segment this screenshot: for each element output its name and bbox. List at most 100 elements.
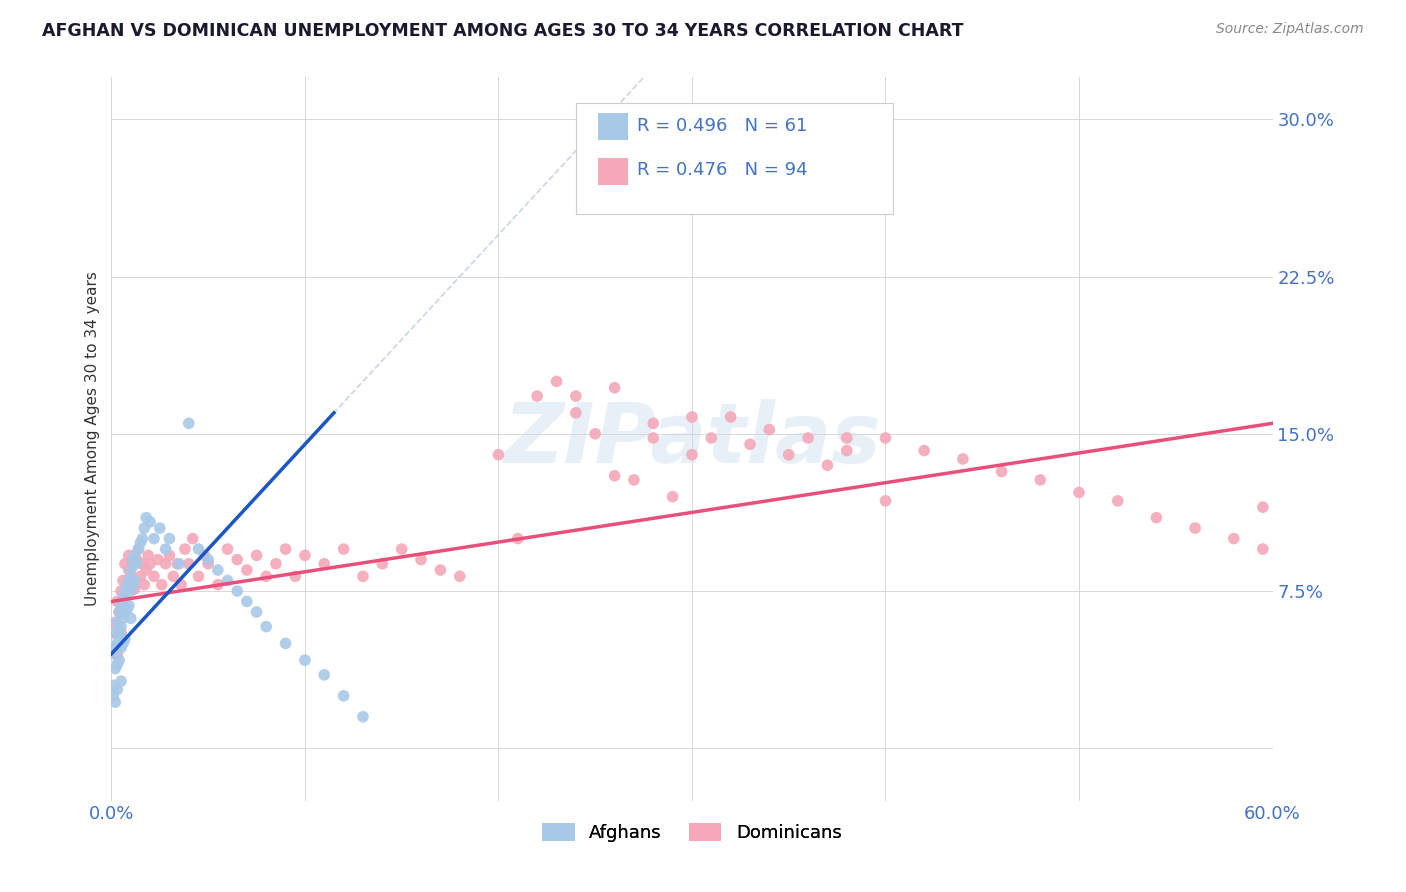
- Point: [159, 549, 181, 563]
- Point: [121, 557, 143, 571]
- Point: [124, 549, 146, 563]
- Point: [758, 423, 780, 437]
- Point: [111, 611, 134, 625]
- Point: [120, 569, 142, 583]
- Point: [110, 584, 132, 599]
- Point: [143, 569, 166, 583]
- Point: [149, 521, 172, 535]
- Point: [236, 563, 259, 577]
- Point: [115, 578, 138, 592]
- Point: [429, 563, 451, 577]
- Point: [449, 569, 471, 583]
- Point: [187, 542, 209, 557]
- Point: [177, 417, 200, 431]
- Point: [217, 542, 239, 557]
- Text: Source: ZipAtlas.com: Source: ZipAtlas.com: [1216, 22, 1364, 37]
- Point: [146, 552, 169, 566]
- Point: [135, 563, 157, 577]
- Point: [125, 552, 148, 566]
- Point: [207, 578, 229, 592]
- Point: [488, 448, 510, 462]
- Point: [110, 620, 132, 634]
- Point: [174, 542, 197, 557]
- Point: [797, 431, 820, 445]
- Point: [139, 557, 162, 571]
- Point: [391, 542, 413, 557]
- Point: [110, 626, 132, 640]
- Point: [131, 557, 153, 571]
- Point: [197, 557, 219, 571]
- Point: [166, 557, 188, 571]
- Point: [565, 406, 588, 420]
- Point: [129, 569, 152, 583]
- Point: [181, 532, 204, 546]
- Point: [1144, 510, 1167, 524]
- Point: [193, 549, 215, 563]
- Point: [111, 591, 134, 605]
- Point: [409, 552, 432, 566]
- Point: [120, 584, 142, 599]
- Point: [108, 605, 131, 619]
- Point: [294, 549, 316, 563]
- Point: [114, 605, 136, 619]
- Point: [738, 437, 761, 451]
- Point: [105, 615, 128, 630]
- Point: [111, 636, 134, 650]
- Point: [187, 569, 209, 583]
- Point: [274, 542, 297, 557]
- Point: [104, 626, 127, 640]
- Legend: Afghans, Dominicans: Afghans, Dominicans: [536, 815, 849, 849]
- Point: [111, 599, 134, 613]
- Point: [128, 542, 150, 557]
- Point: [134, 521, 156, 535]
- Point: [835, 431, 858, 445]
- Point: [254, 569, 277, 583]
- Point: [1067, 485, 1090, 500]
- Point: [952, 452, 974, 467]
- Point: [177, 557, 200, 571]
- Point: [314, 557, 336, 571]
- Point: [700, 431, 723, 445]
- Point: [104, 640, 127, 655]
- Point: [114, 557, 136, 571]
- Point: [115, 578, 138, 592]
- Text: ZIPatlas: ZIPatlas: [503, 399, 882, 480]
- Point: [108, 653, 131, 667]
- Point: [118, 563, 141, 577]
- Point: [506, 532, 529, 546]
- Point: [583, 426, 606, 441]
- Point: [254, 620, 277, 634]
- Point: [815, 458, 838, 473]
- Text: AFGHAN VS DOMINICAN UNEMPLOYMENT AMONG AGES 30 TO 34 YEARS CORRELATION CHART: AFGHAN VS DOMINICAN UNEMPLOYMENT AMONG A…: [42, 22, 963, 40]
- Point: [110, 599, 132, 613]
- Point: [110, 674, 132, 689]
- Point: [546, 375, 568, 389]
- Point: [332, 689, 354, 703]
- Point: [217, 574, 239, 588]
- Point: [103, 647, 125, 661]
- Point: [108, 605, 131, 619]
- Point: [167, 557, 190, 571]
- Point: [207, 563, 229, 577]
- Text: R = 0.496   N = 61: R = 0.496 N = 61: [637, 117, 807, 135]
- Point: [294, 653, 316, 667]
- Point: [1029, 473, 1052, 487]
- Point: [170, 578, 193, 592]
- Point: [111, 574, 134, 588]
- Point: [226, 552, 249, 566]
- Point: [118, 599, 141, 613]
- Point: [1184, 521, 1206, 535]
- Point: [681, 448, 703, 462]
- Point: [352, 569, 374, 583]
- Point: [124, 574, 146, 588]
- Point: [352, 710, 374, 724]
- Point: [643, 431, 665, 445]
- Point: [314, 668, 336, 682]
- Point: [912, 443, 935, 458]
- Point: [124, 582, 146, 596]
- Point: [1251, 542, 1274, 557]
- Point: [332, 542, 354, 557]
- Point: [720, 410, 742, 425]
- Point: [875, 494, 897, 508]
- Point: [118, 549, 141, 563]
